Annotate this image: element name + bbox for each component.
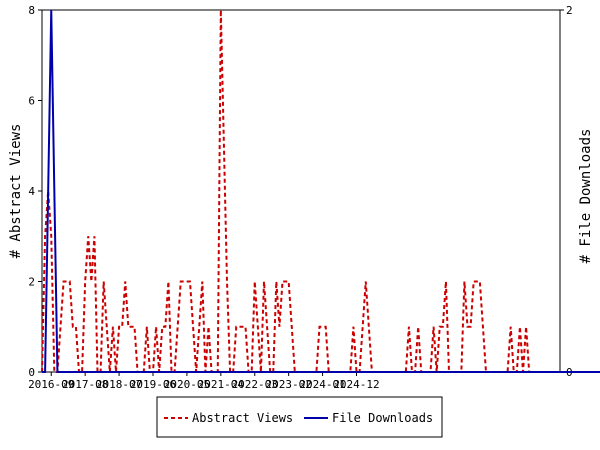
x-axis: 2016-092017-082018-072019-062020-052021-…: [28, 372, 380, 391]
x-tick-label: 2016-09: [28, 378, 74, 391]
x-tick-label: 2023-02: [265, 378, 311, 391]
x-tick-label: 2024-12: [333, 378, 379, 391]
left-tick-label: 8: [28, 4, 35, 17]
left-tick-label: 6: [28, 95, 35, 108]
right-tick-label: 2: [566, 4, 573, 17]
series-line-abstract-views: [41, 9, 557, 373]
x-tick-label: 2024-01: [299, 378, 345, 391]
legend-label-file-downloads: File Downloads: [332, 411, 433, 425]
left-tick-label: 4: [28, 185, 35, 198]
legend-item-abstract-views: Abstract Views: [164, 411, 293, 425]
x-tick-label: 2022-03: [232, 378, 278, 391]
left-y-axis: 0 2 4 6 8: [28, 4, 42, 379]
series-layer: [41, 9, 600, 373]
legend-label-abstract-views: Abstract Views: [192, 411, 293, 425]
right-y-axis: 02: [560, 4, 573, 379]
legend: Abstract Views File Downloads: [156, 396, 443, 438]
x-tick-label: 2021-04: [198, 378, 245, 391]
series-line-file-downloads: [42, 9, 600, 373]
legend-box: [156, 396, 443, 438]
x-tick-label: 2018-07: [96, 378, 142, 391]
x-tick-label: 2019-06: [130, 378, 176, 391]
right-axis-title: # File Downloads: [578, 129, 594, 264]
left-tick-label: 2: [28, 276, 35, 289]
x-tick-label: 2020-05: [164, 378, 210, 391]
left-tick-label: 0: [28, 366, 35, 379]
left-axis-title: # Abstract Views: [8, 124, 24, 259]
legend-item-file-downloads: File Downloads: [304, 411, 433, 425]
x-tick-label: 2017-08: [62, 378, 108, 391]
